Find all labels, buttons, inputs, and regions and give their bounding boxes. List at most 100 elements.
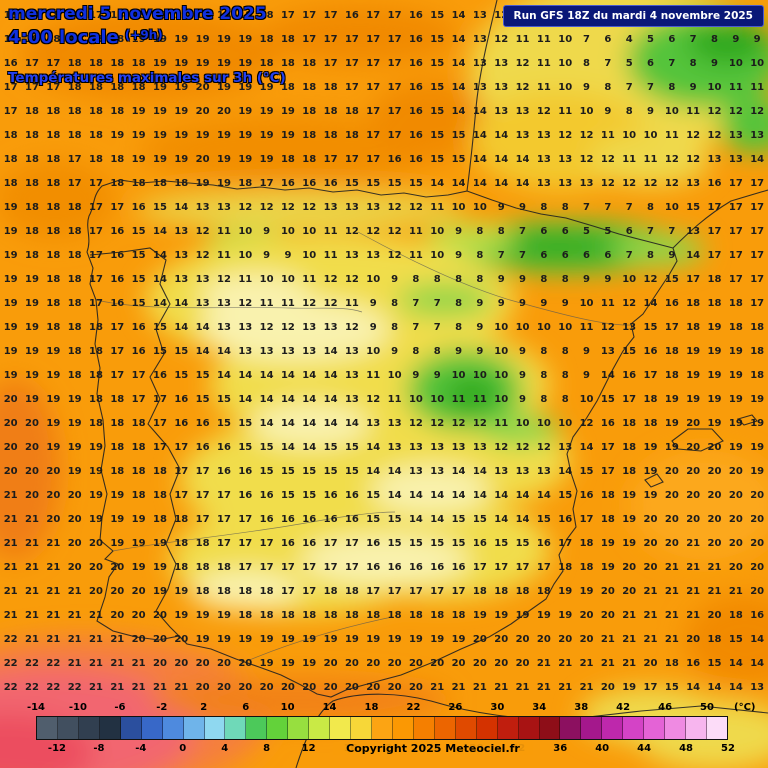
temp-value: 20	[153, 634, 167, 645]
temp-value: 18	[110, 178, 125, 189]
temp-value: 19	[89, 466, 103, 477]
temp-value: 12	[302, 202, 317, 213]
temp-value: 17	[3, 106, 18, 117]
colorbar-cell	[204, 717, 226, 739]
temp-value: 17	[728, 226, 743, 237]
temp-value: 18	[728, 322, 743, 333]
temp-value: 6	[625, 226, 633, 237]
temp-value: 17	[366, 106, 381, 117]
temp-value: 17	[344, 58, 359, 69]
temp-value: 21	[25, 514, 39, 525]
temp-value: 19	[280, 658, 295, 669]
temp-value: 11	[387, 394, 402, 405]
temp-value: 17	[280, 10, 295, 21]
temp-value: 20	[153, 610, 167, 621]
pyrenees-border	[466, 190, 674, 249]
temp-value: 8	[455, 322, 463, 333]
temp-value: 20	[472, 634, 487, 645]
temp-value: 17	[67, 178, 82, 189]
temp-value: 16	[238, 490, 253, 501]
temp-value: 18	[3, 154, 18, 165]
temp-value: 19	[579, 586, 594, 597]
temp-value: 22	[3, 658, 18, 669]
temp-value: 19	[46, 418, 61, 429]
temp-value: 13	[472, 442, 487, 453]
temp-value: 18	[131, 418, 146, 429]
temp-value: 16	[387, 154, 402, 165]
temp-value: 18	[600, 490, 615, 501]
temp-grid-row: 19 18 18 18 17 16 15 14 13 12 11 10 9 10 10 11 12 12 12 11 1…	[0, 220, 768, 244]
temp-grid-row: 21 21 21 21 21 20 20 20 19 19 19 18 18 18 18 18 18 18 18 18…	[0, 604, 768, 628]
temp-value: 15	[366, 490, 381, 501]
temp-value: 18	[494, 586, 509, 597]
temp-value: 18	[323, 610, 338, 621]
temp-value: 14	[366, 466, 381, 477]
temp-value: 14	[280, 370, 295, 381]
colorbar-cell	[162, 717, 184, 739]
temp-value: 16	[110, 250, 125, 261]
temp-value: 13	[686, 226, 701, 237]
temp-value: 15	[195, 370, 210, 381]
temp-value: 17	[323, 562, 338, 573]
temp-value: 17	[238, 562, 253, 573]
temp-value: 17	[323, 58, 338, 69]
temp-value: 6	[604, 34, 612, 45]
temp-value: 18	[67, 274, 82, 285]
temp-value: 20	[89, 538, 103, 549]
temp-value: 12	[195, 226, 210, 237]
temp-value: 19	[707, 322, 722, 333]
temp-value: 14	[366, 442, 381, 453]
temp-value: 8	[561, 202, 569, 213]
temp-value: 9	[604, 274, 612, 285]
temp-value: 19	[174, 106, 189, 117]
temp-value: 19	[216, 178, 231, 189]
temp-value: 19	[67, 442, 82, 453]
temp-value: 19	[3, 274, 18, 285]
temp-value: 18	[323, 82, 338, 93]
temp-value: 20	[707, 490, 722, 501]
temp-value: 14	[494, 154, 509, 165]
colorbar-tick-label: 22	[406, 702, 421, 713]
temp-value: 12	[259, 322, 274, 333]
iberia-coastline	[86, 0, 768, 698]
temp-value: 19	[643, 466, 658, 477]
temp-value: 15	[515, 538, 530, 549]
temp-value: 19	[67, 418, 82, 429]
temp-value: 6	[647, 58, 654, 69]
colorbar-cell	[372, 717, 393, 739]
temp-value: 6	[540, 226, 548, 237]
temp-value: 20	[728, 562, 743, 573]
temp-value: 17	[280, 586, 295, 597]
temp-value: 21	[131, 682, 146, 693]
temp-value: 18	[728, 298, 743, 309]
temp-value: 18	[195, 538, 210, 549]
temp-value: 18	[25, 34, 39, 45]
temp-value: 12	[259, 202, 274, 213]
temp-value: 19	[750, 442, 765, 453]
ibiza-island	[644, 473, 664, 488]
temp-value: 15	[216, 418, 231, 429]
temp-value: 19	[750, 466, 765, 477]
temp-value: 12	[643, 178, 658, 189]
temp-value: 18	[67, 106, 82, 117]
temp-value: 18	[25, 202, 39, 213]
temp-value: 19	[728, 442, 743, 453]
temp-value: 18	[280, 154, 295, 165]
temp-value: 18	[89, 346, 103, 357]
temp-value: 15	[344, 466, 359, 477]
temp-value: 20	[579, 610, 594, 621]
temp-value: 17	[750, 274, 765, 285]
temp-value: 20	[707, 538, 722, 549]
temp-value: 12	[600, 154, 615, 165]
temp-value: 19	[259, 658, 274, 669]
colorbar-cell	[392, 717, 414, 739]
temp-value: 18	[89, 154, 103, 165]
temp-value: 9	[412, 370, 420, 381]
temp-value: 12	[707, 130, 722, 141]
temp-grid-row: 20 19 19 19 18 18 17 17 16 15 15 14 14 14 14 14 13 12 11 10…	[0, 388, 768, 412]
temp-value: 17	[750, 202, 765, 213]
temp-value: 19	[174, 82, 189, 93]
temp-value: 5	[647, 34, 654, 45]
temp-value: 19	[3, 322, 18, 333]
temp-value: 19	[174, 58, 189, 69]
